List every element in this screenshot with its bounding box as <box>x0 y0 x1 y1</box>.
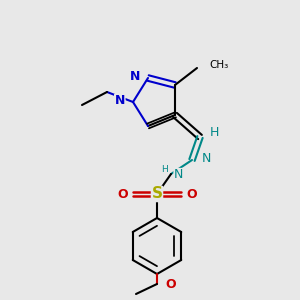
Text: S: S <box>152 187 163 202</box>
Text: N: N <box>202 152 211 164</box>
Text: O: O <box>186 188 196 200</box>
Text: N: N <box>115 94 125 107</box>
Text: CH₃: CH₃ <box>209 60 228 70</box>
Text: O: O <box>117 188 128 200</box>
Text: H: H <box>161 164 168 173</box>
Text: N: N <box>174 169 183 182</box>
Text: O: O <box>165 278 175 290</box>
Text: H: H <box>210 125 219 139</box>
Text: N: N <box>130 70 140 83</box>
